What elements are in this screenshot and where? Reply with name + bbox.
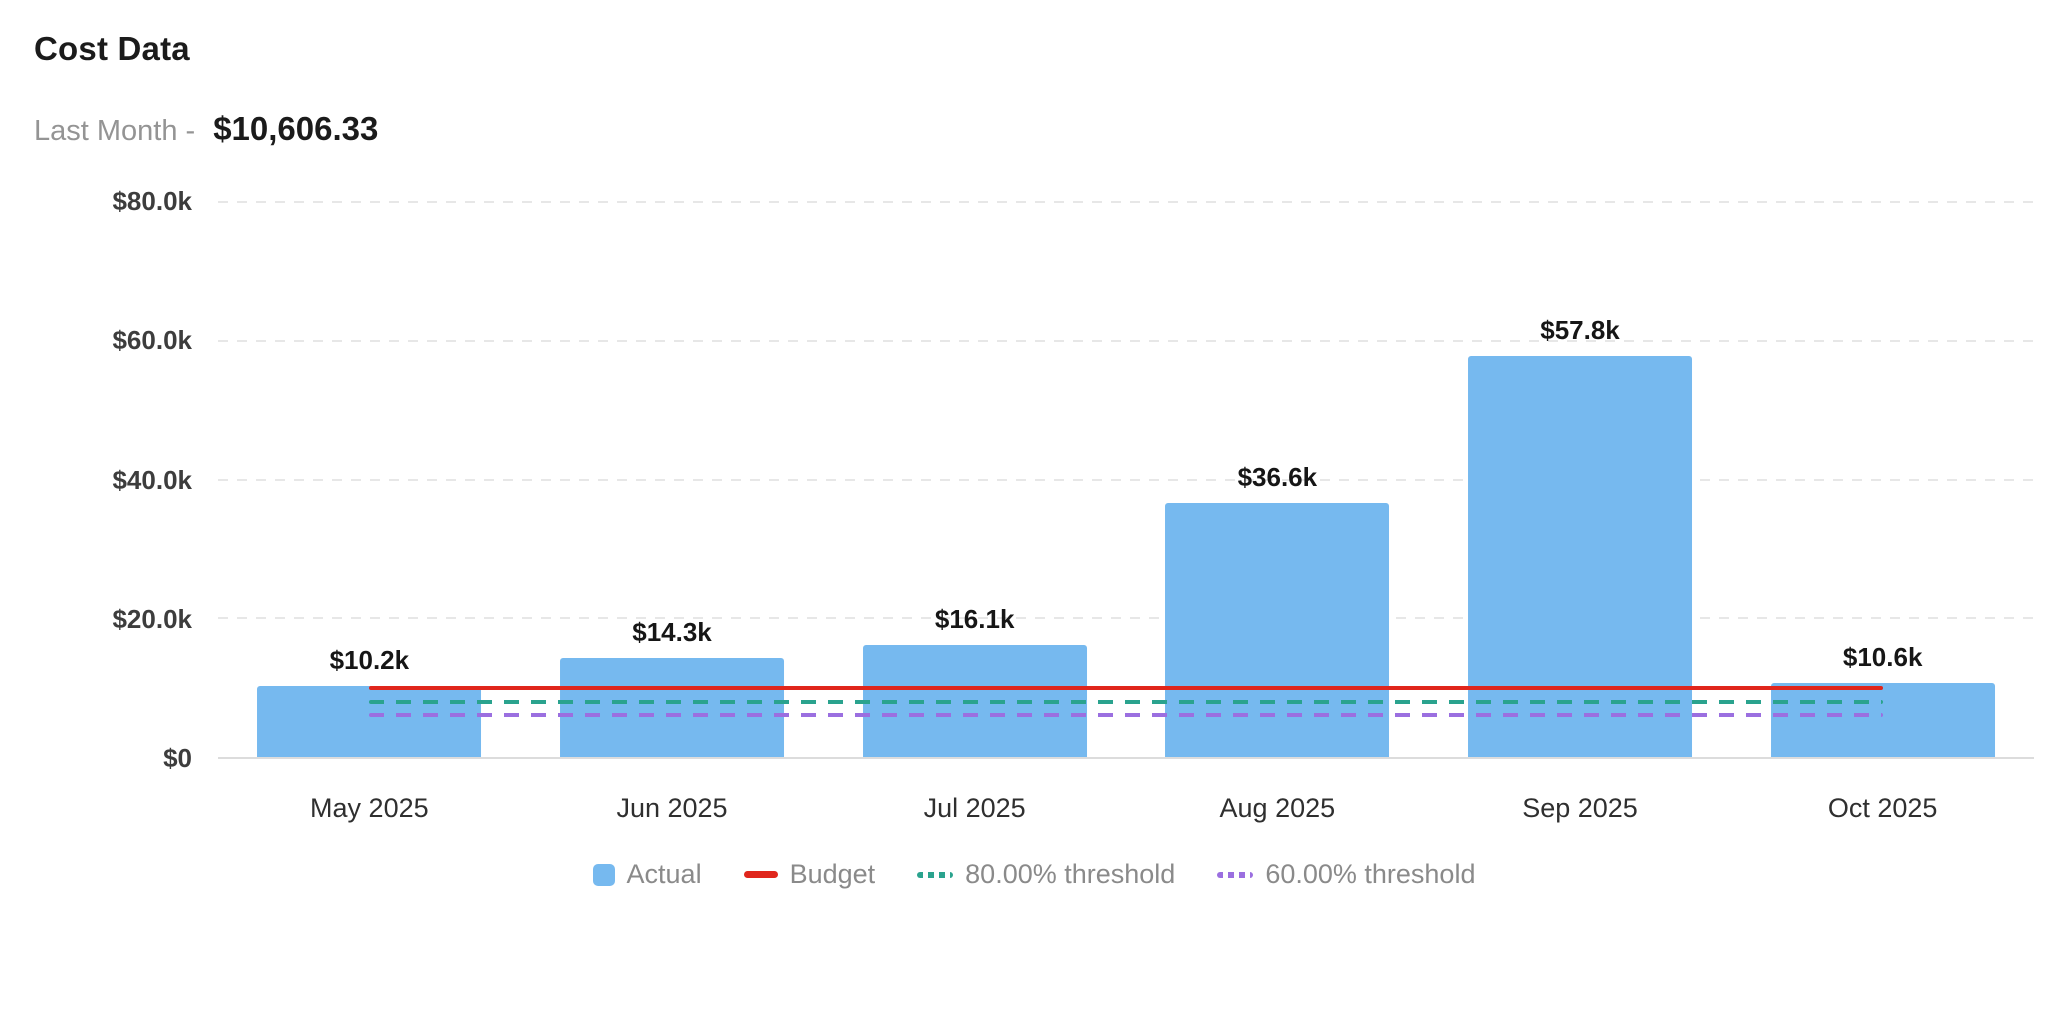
- legend-label: Budget: [789, 859, 876, 889]
- legend-item-budget[interactable]: Budget: [743, 859, 876, 890]
- legend-swatch-dotted-line: [1217, 871, 1254, 878]
- y-tick-label: $0: [163, 743, 192, 773]
- bar-value-label: $57.8k: [1540, 315, 1620, 346]
- threshold-line-60-00-threshold: [369, 713, 1883, 718]
- legend: Actual Budget 80.00% threshold 60.00% thres…: [34, 859, 2034, 890]
- grid-line: [218, 617, 2034, 620]
- legend-label: 60.00% threshold: [1265, 859, 1476, 889]
- plot-area: $10.2k $14.3k $16.1k $36.6k $57.8k $10.6k: [218, 201, 2034, 759]
- y-tick-label: $40.0k: [112, 464, 192, 495]
- legend-item-80-00-threshold[interactable]: 80.00% threshold: [917, 859, 1175, 890]
- y-tick-label: $20.0k: [112, 603, 192, 634]
- actual-bar-sep-2025[interactable]: [1468, 356, 1692, 757]
- bar-value-label: $10.6k: [1842, 642, 1923, 673]
- grid-line: [218, 478, 2034, 481]
- cost-data-panel: Cost Data Last Month - $10,606.33 $0 $20.…: [34, 30, 2034, 890]
- last-month-value: $10,606.33: [213, 110, 379, 147]
- budget-line: [369, 685, 1883, 690]
- legend-label: Actual: [626, 859, 702, 889]
- x-tick-label-aug-2025: Aug 2025: [1219, 793, 1336, 823]
- bar-value-label: $36.6k: [1237, 462, 1318, 493]
- x-tick-label-sep-2025: Sep 2025: [1522, 793, 1638, 823]
- x-tick-label-jun-2025: Jun 2025: [616, 793, 728, 823]
- y-tick-label: $80.0k: [112, 186, 192, 216]
- legend-item-60-00-threshold[interactable]: 60.00% threshold: [1217, 859, 1475, 890]
- x-tick-label-may-2025: May 2025: [310, 793, 429, 823]
- bar-value-label: $10.2k: [329, 645, 410, 676]
- actual-bar-oct-2025[interactable]: [1770, 683, 1995, 757]
- x-tick-label-oct-2025: Oct 2025: [1827, 793, 1938, 823]
- legend-swatch-dotted-line: [917, 871, 954, 878]
- y-tick-label: $60.0k: [112, 325, 192, 356]
- bar-value-label: $16.1k: [934, 604, 1015, 635]
- grid-line: [218, 201, 2034, 203]
- cost-chart: $0 $20.0k $40.0k $60.0k $80.0k $10.2k $14.3k $…: [34, 186, 2034, 890]
- bar-value-label: $14.3k: [632, 616, 712, 647]
- actual-bar-may-2025[interactable]: [257, 686, 482, 757]
- legend-swatch-line: [743, 871, 778, 878]
- x-axis: May 2025 Jun 2025 Jul 2025 Aug 2025 Sep 2025…: [218, 759, 2034, 833]
- actual-bar-aug-2025[interactable]: [1165, 503, 1390, 757]
- last-month-label: Last Month -: [34, 115, 196, 147]
- legend-swatch-bar: [592, 863, 615, 886]
- last-month-summary: Last Month - $10,606.33: [34, 110, 2034, 148]
- grid-line: [218, 339, 2034, 342]
- threshold-line-80-00-threshold: [369, 699, 1883, 704]
- page-title: Cost Data: [34, 30, 190, 67]
- legend-item-actual[interactable]: Actual: [592, 859, 702, 890]
- x-tick-label-jul-2025: Jul 2025: [923, 793, 1026, 823]
- legend-label: 80.00% threshold: [965, 859, 1176, 889]
- actual-bar-jun-2025[interactable]: [560, 657, 784, 757]
- y-axis: $0 $20.0k $40.0k $60.0k $80.0k: [34, 186, 192, 773]
